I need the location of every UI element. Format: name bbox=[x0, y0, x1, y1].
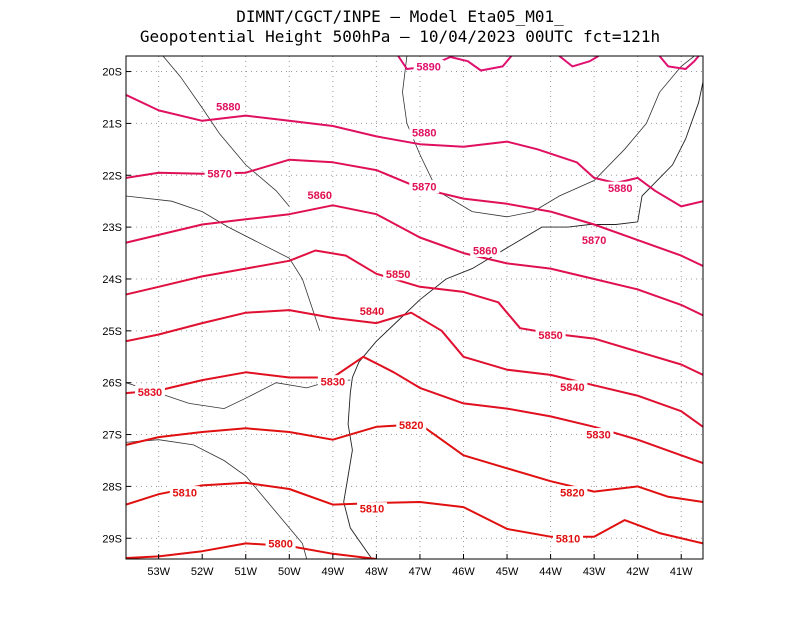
contour-label-bg bbox=[557, 486, 588, 500]
contour-label: 5820 bbox=[399, 420, 423, 432]
x-tick-label: 52W bbox=[191, 566, 214, 578]
contour-label-bg bbox=[213, 99, 244, 113]
contour-label: 5810 bbox=[360, 504, 384, 516]
contour-label-bg bbox=[605, 181, 636, 195]
contour-label: 5810 bbox=[173, 488, 197, 500]
contour-5880 bbox=[126, 93, 703, 208]
contour-5800 bbox=[126, 542, 377, 559]
contour-label-bg bbox=[357, 304, 388, 318]
contour-label: 5870 bbox=[582, 235, 606, 247]
map-title-line-2: Geopotential Height 500hPa – 10/04/2023 … bbox=[139, 27, 661, 46]
contour-5860 bbox=[126, 204, 703, 317]
contour-label-bg bbox=[557, 380, 588, 394]
contour-label-bg bbox=[265, 536, 296, 550]
contour-label: 5860 bbox=[308, 190, 332, 202]
contour-label: 5830 bbox=[321, 377, 345, 389]
contour-label: 5800 bbox=[268, 538, 292, 550]
y-tick-label: 23S bbox=[102, 222, 122, 234]
contour-5890 bbox=[397, 56, 513, 72]
contour-label-bg bbox=[409, 180, 440, 194]
y-tick-label: 21S bbox=[102, 118, 122, 130]
state-border bbox=[532, 56, 695, 212]
map-frame bbox=[125, 55, 704, 560]
contour-label: 5850 bbox=[386, 269, 410, 281]
contour-label: 5880 bbox=[412, 128, 436, 140]
contour-label: 5820 bbox=[560, 488, 584, 500]
contour-label: 5860 bbox=[473, 245, 497, 257]
state-border bbox=[126, 195, 321, 331]
contour-5850 bbox=[126, 249, 703, 376]
contour-label: 5830 bbox=[586, 430, 610, 442]
contour-label-bg bbox=[413, 59, 444, 73]
contour-label-bg bbox=[553, 531, 584, 545]
x-tick-label: 42W bbox=[626, 566, 649, 578]
y-tick-label: 24S bbox=[102, 274, 122, 286]
x-tick-label: 53W bbox=[147, 566, 170, 578]
contour-label: 5870 bbox=[207, 169, 231, 181]
y-tick-label: 26S bbox=[102, 378, 122, 390]
contour-label-bg bbox=[383, 267, 414, 281]
x-tick-label: 51W bbox=[234, 566, 257, 578]
x-tick-label: 44W bbox=[539, 566, 562, 578]
contour-label: 5810 bbox=[556, 533, 580, 545]
contour-label-bg bbox=[169, 486, 200, 500]
x-tick-label: 48W bbox=[365, 566, 388, 578]
state-border bbox=[402, 56, 534, 218]
contour-label-bg bbox=[317, 375, 348, 389]
map-title-line-1: DIMNT/CGCT/INPE – Model Eta05_M01_ bbox=[236, 7, 564, 26]
x-tick-label: 43W bbox=[583, 566, 606, 578]
contour-label-bg bbox=[396, 418, 427, 432]
axis-ticks: 53W 52W 51W 50W 49W 48W 47W 46W 45W 44W 43W 42W 41W 2… bbox=[102, 67, 693, 578]
x-tick-label: 45W bbox=[496, 566, 519, 578]
coastline bbox=[343, 81, 703, 559]
x-tick-label: 47W bbox=[409, 566, 432, 578]
contour-label-bg bbox=[409, 126, 440, 140]
contour-5890 bbox=[658, 56, 700, 70]
contour-label: 5870 bbox=[412, 182, 436, 194]
contour-5810 bbox=[126, 481, 703, 545]
x-tick-label: 41W bbox=[670, 566, 693, 578]
y-tick-label: 20S bbox=[102, 67, 122, 79]
state-border bbox=[126, 439, 308, 559]
state-border bbox=[162, 56, 290, 207]
contour-label-bg bbox=[304, 188, 335, 202]
y-tick-label: 22S bbox=[102, 170, 122, 182]
contour-label-bg bbox=[134, 385, 165, 399]
y-tick-label: 28S bbox=[102, 481, 122, 493]
contour-label-bg bbox=[357, 502, 388, 516]
contour-5840 bbox=[126, 309, 703, 428]
contour-5890 bbox=[558, 56, 600, 68]
contour-label: 5880 bbox=[216, 101, 240, 113]
coastline-path bbox=[343, 81, 703, 559]
y-tick-label: 29S bbox=[102, 533, 122, 545]
contour-label: 5850 bbox=[538, 330, 562, 342]
contour-5830 bbox=[126, 355, 703, 465]
x-tick-label: 49W bbox=[322, 566, 345, 578]
contour-5820 bbox=[126, 423, 703, 503]
contour-label: 5840 bbox=[560, 382, 584, 394]
y-tick-label: 27S bbox=[102, 430, 122, 442]
x-tick-label: 46W bbox=[452, 566, 475, 578]
contour-label-bg bbox=[470, 243, 501, 257]
contour-label: 5890 bbox=[416, 61, 440, 73]
y-tick-label: 25S bbox=[102, 326, 122, 338]
contour-label-bg bbox=[535, 328, 566, 342]
contour-label: 5840 bbox=[360, 306, 384, 318]
contour-labels: 5800 5810 5810 5810 5820 5820 5830 5830 5830 5840… bbox=[134, 59, 636, 550]
contour-label: 5830 bbox=[138, 387, 162, 399]
contour-label-bg bbox=[579, 233, 610, 247]
x-tick-label: 50W bbox=[278, 566, 301, 578]
contour-label-bg bbox=[583, 428, 614, 442]
contour-label: 5880 bbox=[608, 183, 632, 195]
contour-label-bg bbox=[204, 167, 235, 181]
